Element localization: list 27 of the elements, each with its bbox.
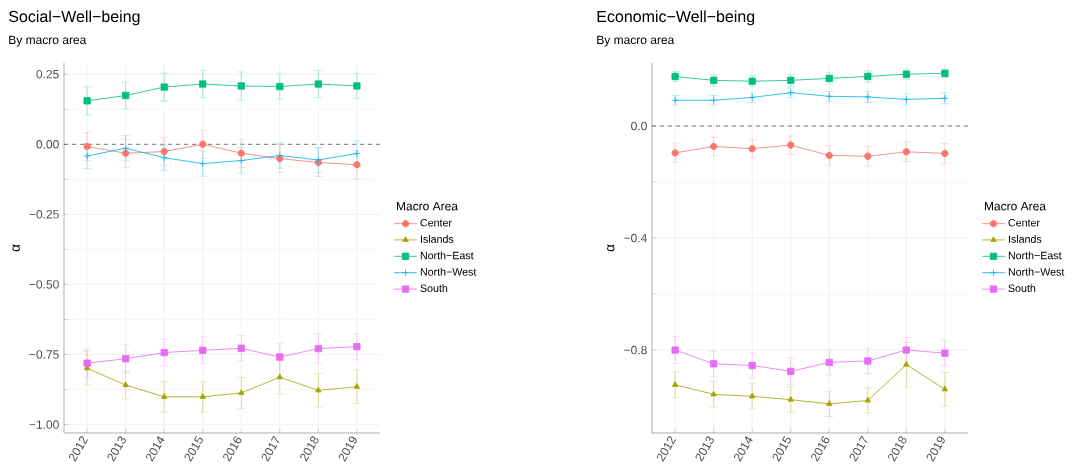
- legend-title: Macro Area: [396, 202, 458, 211]
- chart-subtitle: By macro area: [9, 35, 87, 47]
- y-tick-label: −0.75: [29, 350, 59, 359]
- legend-label: North−West: [1008, 267, 1065, 276]
- y-tick-label: −1.00: [29, 420, 59, 429]
- y-tick-label: −0.50: [29, 280, 59, 289]
- legend-label: South: [1008, 284, 1036, 293]
- y-tick-label: −0.8: [624, 345, 647, 355]
- chart-title: Economic−Well−being: [597, 10, 755, 26]
- y-tick-label: −0.25: [29, 210, 59, 219]
- legend-label: North−West: [420, 267, 477, 276]
- y-tick-label: 0.0: [631, 121, 647, 131]
- y-tick-label: 0.00: [36, 140, 59, 149]
- legend-label: Center: [1008, 218, 1040, 227]
- y-tick-label: 0.25: [36, 69, 59, 79]
- legend-label: Islands: [1008, 235, 1042, 243]
- legend-title: Macro Area: [984, 202, 1046, 211]
- legend-label: Islands: [420, 235, 454, 243]
- chart-subtitle: By macro area: [597, 35, 675, 47]
- y-tick-label: −0.4: [624, 233, 647, 243]
- chart-title: Social−Well−being: [9, 10, 140, 26]
- legend-label: South: [420, 284, 448, 293]
- legend-label: North−East: [1008, 251, 1062, 260]
- y-axis-title: α: [12, 244, 20, 252]
- legend-label: Center: [420, 218, 452, 227]
- legend-label: North−East: [420, 251, 474, 260]
- y-axis-title: α: [607, 244, 615, 252]
